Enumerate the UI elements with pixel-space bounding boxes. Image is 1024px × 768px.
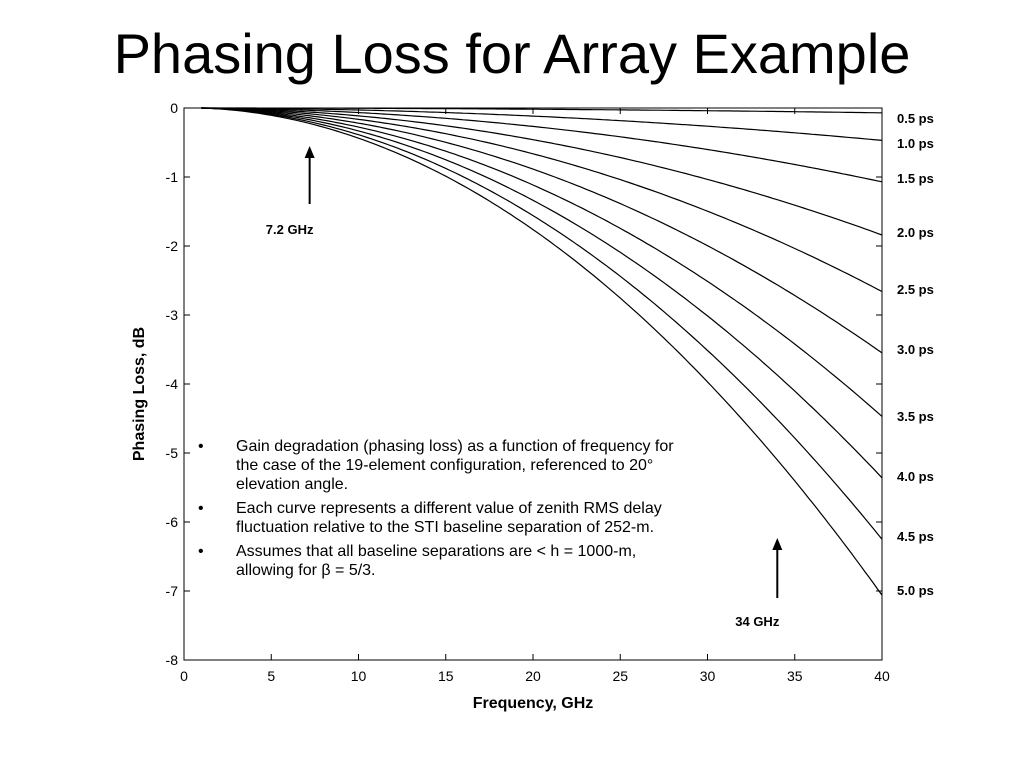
- series-label: 0.5 ps: [897, 111, 934, 126]
- x-tick-label: 20: [525, 668, 541, 684]
- x-tick-label: 35: [787, 668, 803, 684]
- series-labels: 0.5 ps 1.0 ps 1.5 ps 2.0 ps 2.5 ps 3.0 ps 3.5 …: [897, 111, 934, 598]
- note-text: Assumes that all baseline separations ar…: [236, 543, 637, 579]
- arrow-head-icon: [304, 146, 315, 158]
- series-line: [201, 107, 883, 540]
- series-line: [201, 107, 883, 236]
- series-label: 2.5 ps: [897, 282, 934, 297]
- series-label: 4.5 ps: [897, 529, 934, 544]
- series-line: [201, 107, 883, 183]
- note-item: • Each curve represents a different value…: [196, 499, 686, 537]
- bullet-icon: •: [198, 500, 204, 517]
- y-tick-label: 0: [170, 100, 178, 116]
- y-tick-label: -7: [166, 583, 179, 599]
- series-label: 1.5 ps: [897, 171, 934, 186]
- x-axis-title: Frequency, GHz: [473, 695, 594, 712]
- note-item: • Assumes that all baseline separations a…: [196, 542, 686, 580]
- series-line: [201, 107, 883, 293]
- arrow-head-icon: [772, 538, 783, 550]
- series-line: [201, 107, 883, 596]
- note-item: • Gain degradation (phasing loss) as a fu…: [196, 437, 686, 494]
- series-line: [201, 107, 883, 417]
- y-tick-label: -2: [166, 238, 179, 254]
- series-label: 3.0 ps: [897, 342, 934, 357]
- x-tick-label: 40: [874, 668, 890, 684]
- series-label: 5.0 ps: [897, 583, 934, 598]
- y-tick-label: -8: [166, 652, 179, 668]
- x-tick-label: 30: [700, 668, 716, 684]
- y-tick-label: -1: [166, 169, 179, 185]
- x-tick-label: 25: [612, 668, 628, 684]
- series-line: [201, 107, 883, 479]
- slide-title: Phasing Loss for Array Example: [113, 22, 911, 85]
- bullet-icon: •: [198, 543, 204, 560]
- annotation-label: 34 GHz: [735, 614, 780, 629]
- series-line: [201, 107, 883, 354]
- y-tick-label: -4: [166, 376, 179, 392]
- series-line: [201, 107, 883, 141]
- x-tick-label: 10: [351, 668, 367, 684]
- series-label: 4.0 ps: [897, 469, 934, 484]
- series-lines: [201, 107, 883, 596]
- tick-labels: 0 5 10 15 20 25 30 35 40 0 -1 -2 -3 -4 -5 -6 -7 -8: [166, 100, 890, 684]
- annotation-label: 7.2 GHz: [266, 222, 314, 237]
- x-tick-label: 15: [438, 668, 454, 684]
- series-label: 3.5 ps: [897, 409, 934, 424]
- y-tick-label: -3: [166, 307, 179, 323]
- note-text: Gain degradation (phasing loss) as a fun…: [236, 438, 674, 493]
- x-tick-label: 5: [267, 668, 275, 684]
- y-tick-label: -6: [166, 514, 179, 530]
- y-axis-title: Phasing Loss, dB: [131, 327, 148, 461]
- notes-list: • Gain degradation (phasing loss) as a fu…: [196, 437, 686, 585]
- series-line: [201, 107, 882, 114]
- x-tick-label: 0: [180, 668, 188, 684]
- bullet-icon: •: [198, 438, 204, 455]
- annotations: 7.2 GHz 34 GHz: [266, 146, 783, 629]
- series-label: 2.0 ps: [897, 225, 934, 240]
- note-text: Each curve represents a different value …: [236, 500, 662, 536]
- y-tick-label: -5: [166, 445, 179, 461]
- series-label: 1.0 ps: [897, 136, 934, 151]
